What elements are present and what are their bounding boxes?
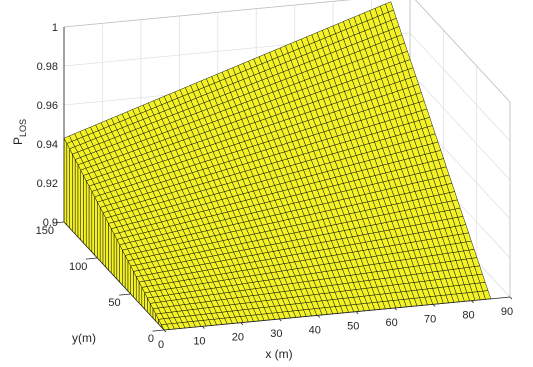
y-axis-label: y(m)	[72, 331, 96, 345]
surface-curtain-patch	[77, 164, 81, 241]
surface-curtain-patch	[110, 228, 115, 277]
surface-curtain-patch	[74, 159, 79, 238]
y-axis-line	[63, 221, 165, 331]
x-tick-label: 70	[424, 313, 436, 325]
z-tick-label: 0.98	[37, 61, 58, 73]
surface-curtain-patch	[133, 271, 137, 301]
x-tick-label: 90	[501, 306, 513, 318]
z-tick-label: 0.92	[37, 178, 58, 190]
x-tick-label: 0	[158, 339, 164, 351]
x-tick-label: 60	[386, 317, 398, 329]
box-edge	[415, 0, 511, 103]
y-tick-label: 0	[148, 333, 154, 345]
x-tick-mark	[509, 296, 513, 300]
surface-curtain-patch	[124, 255, 129, 292]
surface-curtain-patch	[91, 191, 95, 256]
x-tick-label: 30	[270, 328, 282, 340]
surface-curtain-patch	[130, 265, 134, 298]
y-tick-mark	[52, 221, 65, 224]
y-tick-mark	[152, 329, 165, 332]
x-axis-label: x (m)	[265, 347, 292, 361]
surface-curtain-patch	[105, 217, 109, 271]
y-tick-label: 100	[69, 261, 87, 273]
side-wall-grid-line	[409, 32, 511, 142]
y-tick-mark	[85, 257, 98, 260]
surface-curtain-patch	[102, 212, 106, 268]
x-tick-mark	[163, 329, 167, 333]
x-axis-line	[163, 296, 511, 331]
y-tick-label: 50	[108, 297, 120, 309]
x-tick-mark	[279, 318, 282, 322]
x-tick-mark	[432, 304, 436, 307]
z-axis-label: PLOS	[11, 119, 28, 145]
surface-curtain-patch	[83, 175, 87, 247]
x-tick-mark	[394, 307, 397, 311]
axes	[52, 27, 513, 333]
surface-curtain-patch	[69, 148, 73, 232]
surface-curtain-patch	[99, 207, 104, 265]
x-tick-label: 40	[309, 324, 321, 336]
surface-curtain-patch	[116, 239, 120, 283]
y-tick-mark	[119, 293, 131, 296]
surface-curtain-patch	[113, 233, 118, 280]
z-tick-label: 0.96	[37, 100, 58, 112]
box-edge	[63, 0, 352, 28]
surface-curtain-patch	[122, 249, 126, 289]
z-tick-label: 0.9	[43, 217, 58, 229]
x-tick-mark	[471, 300, 474, 304]
side-wall-grid-line	[409, 71, 511, 181]
surface-curtain-patch	[66, 143, 70, 229]
surface-curtain-patch	[127, 260, 131, 295]
surface-curtain-patch	[108, 223, 112, 274]
surface-curtain-patch	[88, 185, 93, 253]
surface	[63, 1, 492, 331]
x-tick-label: 80	[462, 310, 474, 322]
x-tick-label: 50	[347, 321, 359, 333]
x-tick-mark	[317, 315, 321, 318]
surface-curtain-patch	[72, 153, 76, 235]
y-tick-label: 150	[36, 225, 54, 237]
surface-curtain-patch	[63, 138, 68, 226]
surface-curtain-patch	[85, 180, 90, 250]
x-tick-mark	[202, 326, 205, 329]
x-tick-label: 20	[232, 332, 244, 344]
x-tick-mark	[355, 311, 359, 315]
surface-curtain-patch	[94, 196, 98, 259]
surface-curtain-patch	[119, 244, 123, 286]
surface-curtain-patch	[97, 201, 101, 262]
z-tick-label: 1	[52, 22, 58, 34]
x-tick-label: 10	[193, 335, 205, 347]
z-tick-label: 0.94	[37, 139, 58, 151]
x-tick-mark	[240, 322, 244, 326]
surface-curtain-patch	[80, 169, 84, 244]
